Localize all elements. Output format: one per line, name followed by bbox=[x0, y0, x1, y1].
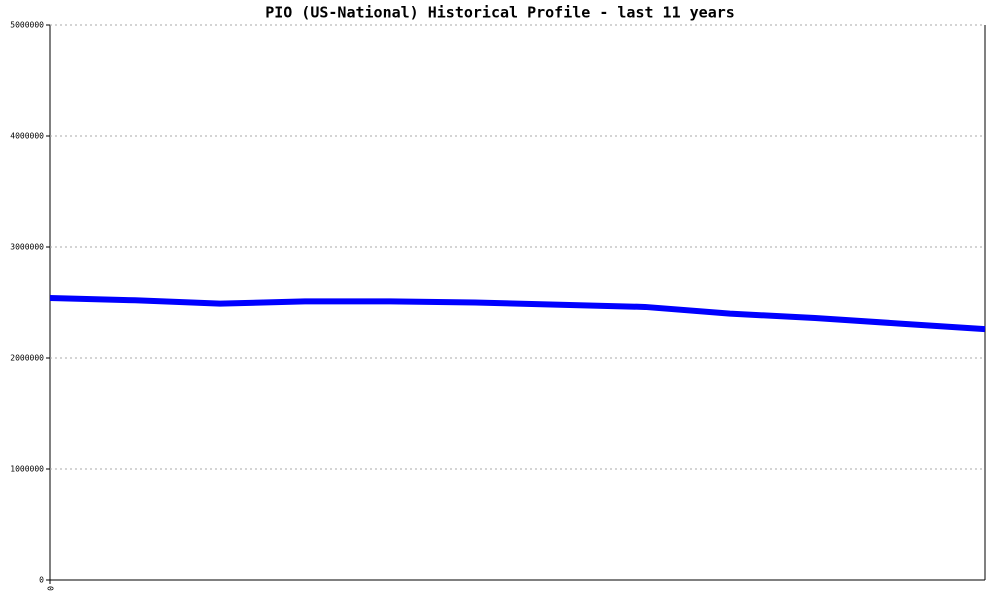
y-tick-label: 4000000 bbox=[10, 132, 44, 141]
x-tick-label: 0 bbox=[46, 586, 55, 591]
y-tick-label: 1000000 bbox=[10, 465, 44, 474]
y-tick-label: 5000000 bbox=[10, 21, 44, 30]
y-tick-label: 0 bbox=[39, 576, 44, 585]
y-tick-label: 3000000 bbox=[10, 243, 44, 252]
y-tick-label: 2000000 bbox=[10, 354, 44, 363]
data-line bbox=[49, 295, 986, 333]
chart-title: PIO (US-National) Historical Profile - l… bbox=[265, 4, 735, 22]
